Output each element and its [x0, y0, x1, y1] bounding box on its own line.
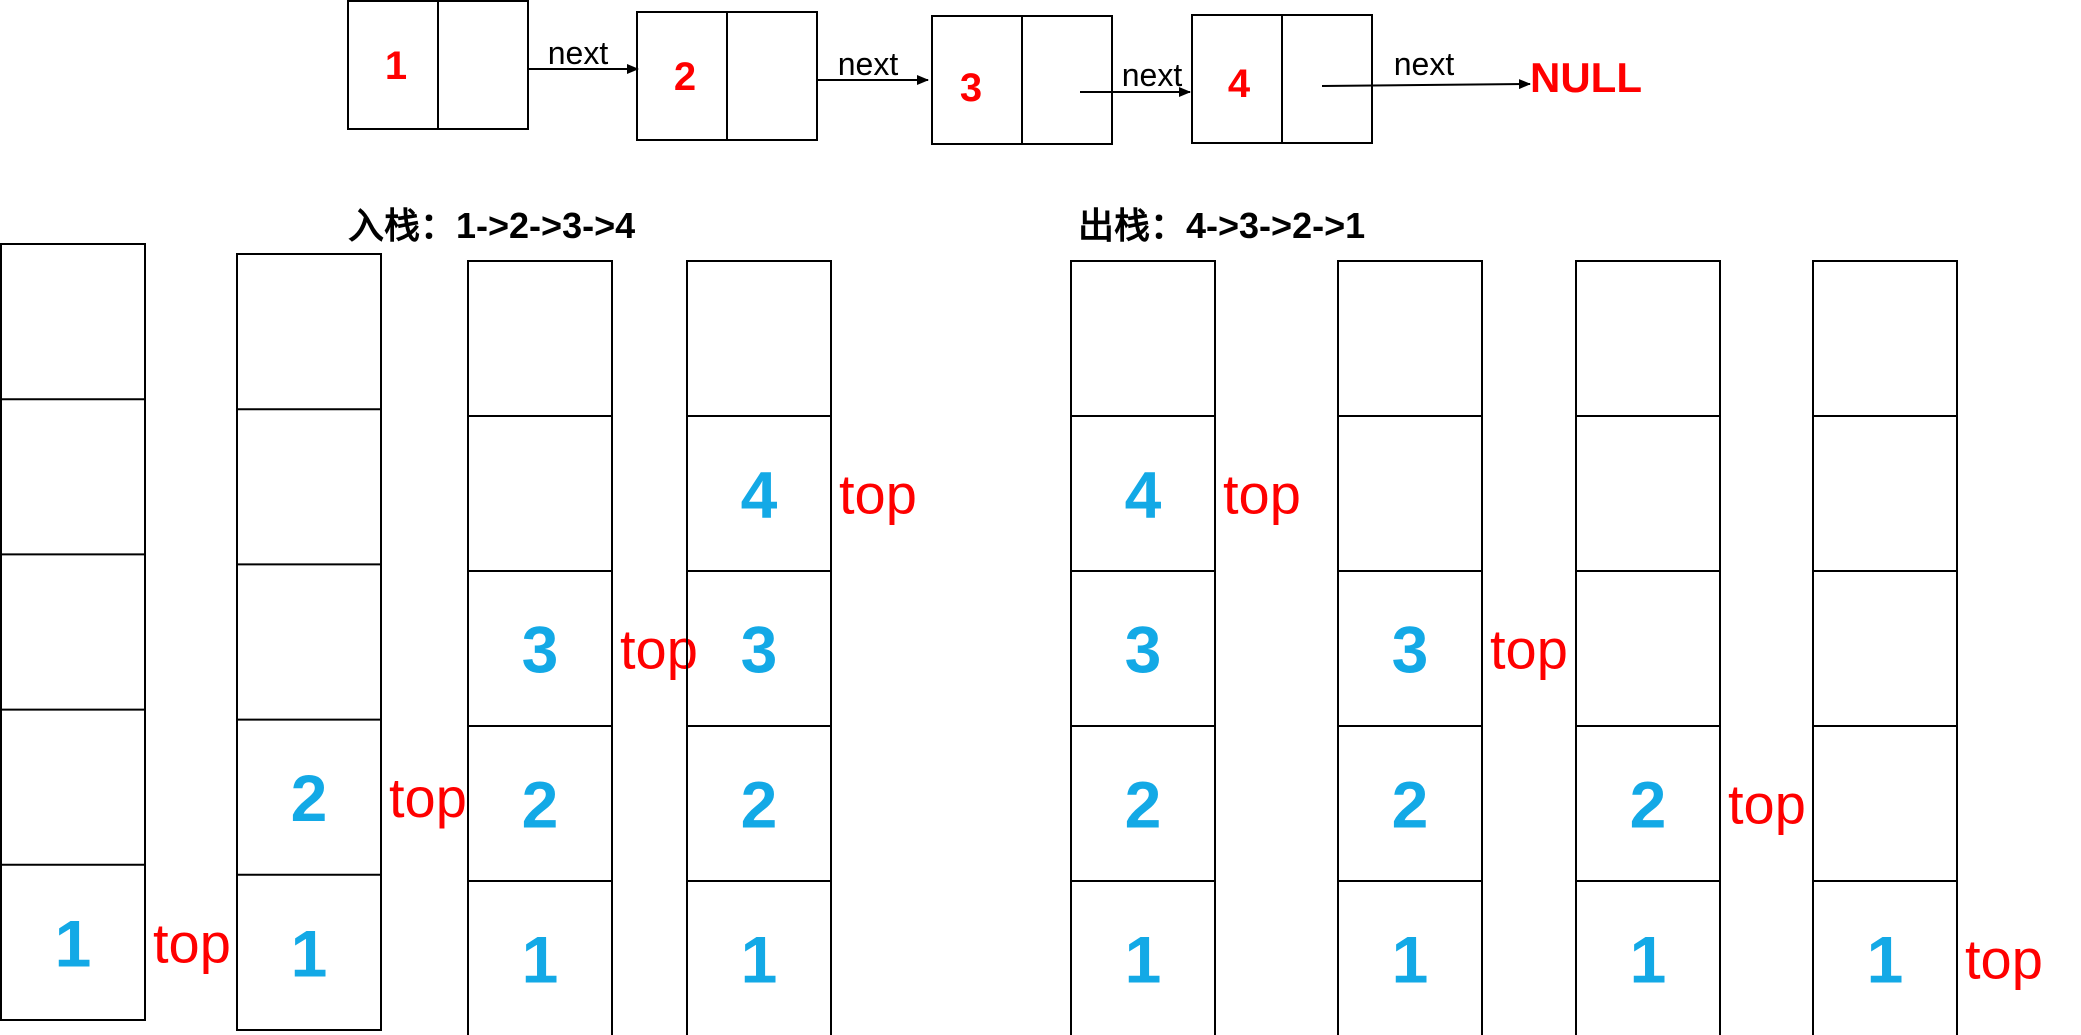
stack-outline [686, 260, 832, 1035]
stack-outline [236, 253, 382, 1031]
stack-outline [0, 243, 146, 1021]
list-node: 1 [347, 0, 529, 130]
stack: 1 2 3 top [1337, 260, 1568, 1035]
top-pointer-label: top [389, 766, 467, 829]
node-value: 2 [674, 55, 696, 99]
node-value: 3 [960, 66, 982, 110]
push-caption: 入栈：1->2->3->4 [348, 205, 635, 246]
stack-cell-value: 1 [1392, 923, 1429, 997]
top-pointer-label: top [1490, 618, 1568, 681]
pop-caption: 出栈：4->3->2->1 [1078, 205, 1365, 246]
null-terminator: NULL [1530, 54, 1642, 101]
list-node: 3 [931, 15, 1113, 145]
stack-cell-value: 4 [1125, 458, 1162, 532]
next-label: next [1394, 46, 1455, 82]
stack: 1 top [0, 243, 231, 1021]
stacks: 1 top 1 2 top 1 2 3 top 1 2 3 4 top 1 2 3 4 top 1 2 3 top 1 2 top… [0, 243, 2043, 1035]
stack-outline [467, 260, 613, 1035]
stack-cell-value: 3 [522, 613, 559, 687]
stack-outline [1070, 260, 1216, 1035]
top-pointer-label: top [153, 911, 231, 974]
top-pointer-label: top [620, 618, 698, 681]
stack-cell-value: 1 [1630, 923, 1667, 997]
top-pointer-label: top [1728, 773, 1806, 836]
stack-cell-value: 1 [1867, 923, 1904, 997]
stack-cell-value: 3 [1392, 613, 1429, 687]
stack-cell-value: 1 [1125, 923, 1162, 997]
list-node: 2 [636, 11, 818, 141]
linked-list: 1 next 2 next 3 next 4 next NULL [347, 0, 1642, 145]
top-pointer-label: top [1223, 463, 1301, 526]
stack: 1 2 top [236, 253, 467, 1031]
stack-cell-value: 4 [741, 458, 778, 532]
next-label: next [548, 35, 609, 71]
stack-cell-value: 1 [55, 906, 92, 980]
node-value: 4 [1228, 62, 1251, 106]
stack-cell-value: 1 [741, 923, 778, 997]
stack: 1 top [1812, 260, 2043, 1035]
stack-outline [1575, 260, 1721, 1035]
stack-cell-value: 2 [1392, 768, 1429, 842]
stack-cell-value: 2 [291, 761, 328, 835]
stack: 1 2 top [1575, 260, 1806, 1035]
stack: 1 2 3 4 top [1070, 260, 1301, 1035]
stack-cell-value: 1 [291, 916, 328, 990]
top-pointer-label: top [839, 463, 917, 526]
top-pointer-label: top [1965, 928, 2043, 991]
stack-cell-value: 2 [522, 768, 559, 842]
stack-cell-value: 3 [741, 613, 778, 687]
stack-cell-value: 3 [1125, 613, 1162, 687]
stack: 1 2 3 4 top [686, 260, 917, 1035]
next-arrow [1321, 79, 1531, 90]
stack-cell-value: 2 [1630, 768, 1667, 842]
stack-cell-value: 2 [1125, 768, 1162, 842]
stack: 1 2 3 top [467, 260, 698, 1035]
stack-outline [1337, 260, 1483, 1035]
next-label: next [1122, 57, 1183, 93]
node-value: 1 [385, 44, 407, 88]
stack-cell-value: 2 [741, 768, 778, 842]
next-label: next [838, 46, 899, 82]
stack-outline [1812, 260, 1958, 1035]
list-node: 4 [1191, 14, 1373, 144]
stack-cell-value: 1 [522, 923, 559, 997]
